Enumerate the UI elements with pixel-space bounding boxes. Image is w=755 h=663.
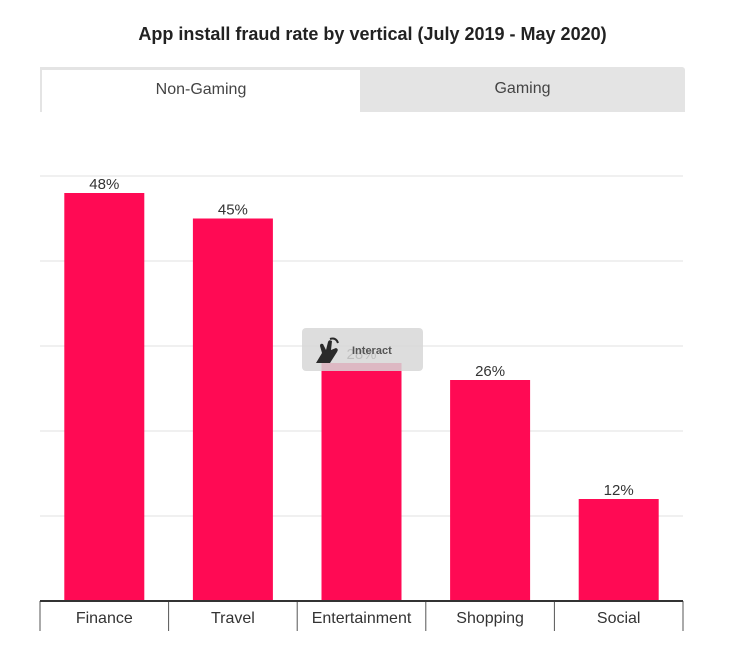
x-tick-label: Finance [76,610,133,627]
bar-entertainment[interactable] [321,363,402,601]
x-tick-label: Entertainment [312,610,412,627]
hand-pointer-icon [316,337,339,363]
tab-bar: Non-Gaming Gaming [40,67,685,112]
tab-non-gaming[interactable]: Non-Gaming [40,67,360,112]
bar-social[interactable] [578,499,659,601]
bar-shopping[interactable] [450,380,531,601]
x-tick-label: Travel [211,610,255,627]
x-tick-label: Shopping [456,610,524,627]
bar-finance[interactable] [64,193,145,601]
data-label: 12% [604,482,634,499]
interact-label: Interact [352,345,392,357]
bar-travel[interactable] [192,218,273,602]
data-label: 48% [89,176,119,193]
chart-title: App install fraud rate by vertical (July… [138,24,607,44]
data-label: 45% [218,202,248,219]
x-tick-label: Social [597,610,641,627]
data-label: 26% [475,363,505,380]
tab-gaming[interactable]: Gaming [494,80,551,97]
